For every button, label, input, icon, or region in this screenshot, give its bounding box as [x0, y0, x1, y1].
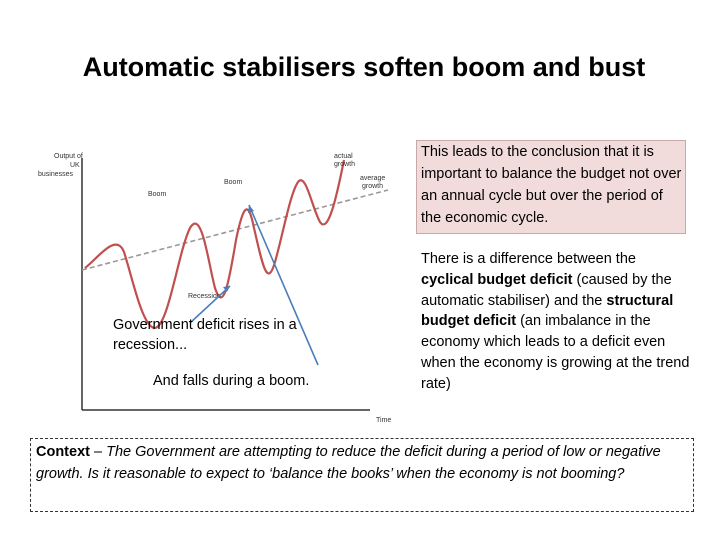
actual-growth-label-2: growth [334, 161, 355, 168]
conclusion-text: This leads to the conclusion that it is … [421, 144, 682, 226]
deficit-rises-line-2: recession... [113, 337, 188, 353]
arrow-to-recession-head [223, 286, 230, 292]
y-axis-label-line-2: UK [70, 162, 80, 169]
deficit-rises-annotation: Government deficit rises in a recession.… [113, 315, 297, 355]
deficit-falls-annotation: And falls during a boom. [153, 373, 310, 389]
actual-growth-curve [84, 159, 346, 330]
average-growth-line [81, 189, 389, 271]
boom-label-2: Boom [224, 179, 242, 186]
arrow-to-boom-head [248, 205, 254, 213]
context-box [30, 438, 694, 512]
economic-cycle-diagram: Output of UK businesses Time Boom Boom R… [38, 153, 391, 424]
x-axis-label: Time [376, 417, 391, 424]
average-growth-label-1: average [360, 175, 385, 182]
context-text: Context – The Government are attempting … [36, 441, 696, 485]
difference-part-2: (caused by the automatic stabiliser) and… [421, 271, 672, 309]
actual-growth-label-1: actual [334, 153, 353, 160]
arrow-to-recession [189, 285, 231, 324]
slide-title: Automatic stabilisers soften boom and bu… [82, 52, 646, 82]
difference-part-3: (an imbalance in the economy which leads… [421, 313, 690, 392]
deficit-difference-text: There is a difference between the cyclic… [421, 249, 691, 395]
cyclical-deficit-term: cyclical budget deficit [421, 271, 573, 288]
context-body: The Government are attempting to reduce … [36, 444, 661, 482]
recession-label: Recession [188, 293, 221, 300]
conclusion-highlight [416, 140, 686, 234]
arrow-to-boom [248, 204, 319, 366]
boom-label-1: Boom [148, 191, 166, 198]
y-axis-label-line-1: Output of [54, 153, 83, 160]
difference-part-1: There is a difference between the [421, 251, 636, 267]
context-dash: – [89, 444, 107, 460]
deficit-rises-line-1: Government deficit rises in a [113, 317, 297, 333]
average-growth-label-2: growth [362, 183, 383, 190]
context-label: Context [36, 444, 90, 460]
structural-deficit-term: structural budget deficit [421, 292, 674, 330]
y-axis-label-line-3: businesses [38, 171, 74, 178]
